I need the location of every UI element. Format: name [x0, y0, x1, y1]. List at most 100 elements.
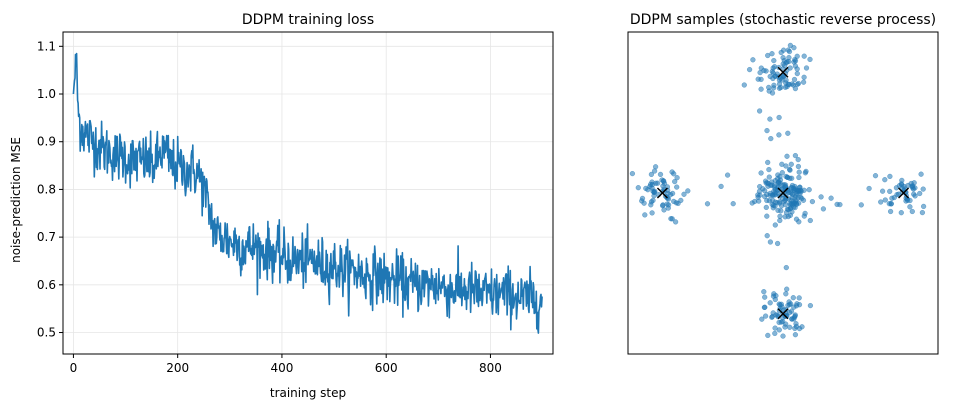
sample-point — [898, 181, 905, 187]
samples-points — [629, 42, 927, 339]
sample-point — [894, 191, 900, 198]
sample-point — [918, 171, 924, 177]
sample-point — [787, 42, 794, 49]
sample-point — [882, 177, 888, 183]
sample-point — [796, 302, 803, 308]
sample-point — [909, 208, 915, 215]
x-tick-label: 800 — [479, 361, 502, 375]
sample-point — [904, 197, 911, 203]
sample-point — [785, 130, 791, 136]
sample-point — [761, 289, 767, 295]
x-tick-label: 200 — [166, 361, 189, 375]
sample-point — [801, 74, 807, 80]
sample-point — [787, 324, 793, 330]
sample-point — [660, 183, 666, 189]
sample-point — [704, 201, 711, 207]
sample-point — [672, 178, 678, 185]
sample-point — [635, 185, 641, 191]
sample-point — [774, 240, 781, 247]
sample-point — [755, 192, 761, 198]
sample-point — [741, 82, 747, 88]
center-marker — [656, 187, 668, 199]
sample-point — [641, 200, 647, 206]
sample-point — [772, 73, 778, 80]
sample-point — [776, 327, 782, 333]
sample-point — [788, 301, 794, 307]
sample-point — [762, 193, 768, 200]
sample-point — [809, 198, 816, 205]
sample-point — [730, 201, 736, 207]
sample-point — [792, 313, 798, 319]
sample-point — [866, 185, 872, 192]
sample-point — [785, 47, 791, 53]
sample-point — [681, 191, 687, 197]
sample-point — [660, 202, 666, 208]
sample-point — [917, 190, 923, 197]
sample-point — [771, 57, 777, 64]
sample-point — [818, 194, 824, 200]
sample-point — [791, 304, 797, 310]
sample-point — [792, 325, 798, 332]
sample-point — [756, 198, 762, 204]
sample-point — [795, 163, 802, 170]
sample-point — [769, 197, 776, 203]
sample-point — [766, 174, 772, 180]
sample-point — [783, 291, 789, 297]
sample-point — [806, 187, 812, 193]
sample-point — [746, 66, 753, 73]
sample-point — [920, 203, 927, 210]
sample-point — [796, 295, 802, 301]
sample-point — [762, 313, 769, 319]
sample-point — [803, 168, 809, 175]
sample-point — [778, 84, 784, 91]
sample-point — [762, 304, 768, 310]
sample-point — [771, 184, 778, 190]
loss-series-line — [72, 52, 543, 334]
sample-point — [820, 206, 827, 212]
sample-point — [758, 65, 764, 71]
y-tick-label: 1.1 — [37, 39, 56, 53]
sample-point — [779, 77, 785, 83]
sample-point — [807, 217, 813, 224]
sample-point — [912, 193, 918, 199]
sample-point — [786, 166, 793, 173]
sample-point — [919, 209, 926, 216]
sample-point — [792, 194, 798, 200]
y-tick-label: 0.7 — [37, 230, 56, 244]
sample-point — [782, 184, 789, 190]
sample-point — [685, 188, 691, 194]
sample-point — [776, 132, 782, 138]
sample-point — [784, 286, 790, 292]
loss-chart-ylabel: noise-prediction MSE — [9, 137, 23, 263]
sample-point — [669, 190, 676, 197]
sample-point — [767, 300, 773, 306]
sample-point — [795, 156, 801, 163]
sample-point — [801, 187, 807, 193]
sample-point — [783, 192, 789, 198]
sample-point — [788, 161, 794, 167]
sample-point — [724, 172, 731, 178]
sample-point — [763, 204, 769, 211]
sample-point — [671, 171, 677, 177]
x-tick-label: 400 — [270, 361, 293, 375]
sample-point — [858, 202, 864, 208]
sample-point — [652, 188, 658, 194]
center-marker — [777, 308, 789, 320]
sample-point — [776, 200, 783, 206]
sample-point — [649, 181, 656, 188]
sample-point — [801, 213, 807, 219]
sample-point — [784, 174, 791, 181]
loss-chart: 0 200 400 600 800 0.5 0.6 0.7 0.8 0.9 1.0 1.1 DDPM … — [9, 12, 554, 400]
loss-chart-title: DDPM training loss — [242, 12, 374, 28]
sample-point — [882, 197, 888, 203]
sample-point — [920, 186, 926, 192]
sample-point — [910, 185, 916, 191]
sample-point — [889, 195, 895, 201]
sample-point — [780, 47, 787, 53]
samples-chart-title: DDPM samples (stochastic reverse process… — [630, 12, 936, 28]
sample-point — [807, 302, 814, 309]
sample-point — [872, 173, 879, 179]
sample-point — [764, 127, 770, 134]
sample-point — [807, 56, 813, 63]
sample-point — [629, 170, 636, 177]
